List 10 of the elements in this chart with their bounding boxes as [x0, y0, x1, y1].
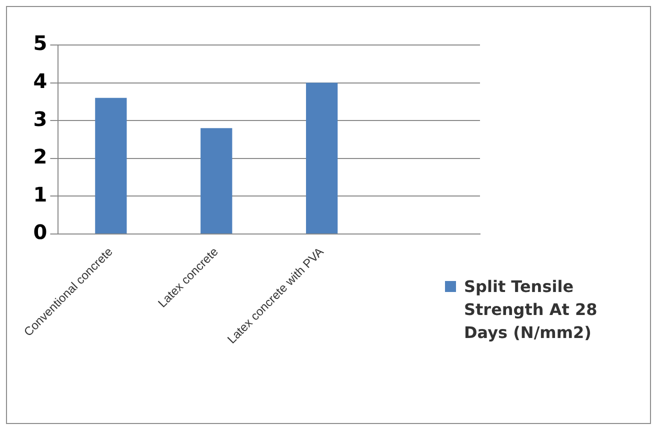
y-tick-label: 3 — [33, 106, 48, 131]
y-tick-label: 5 — [33, 31, 48, 56]
y-tick-label: 1 — [33, 182, 48, 206]
y-tick-label: 0 — [33, 220, 48, 244]
bar — [306, 82, 338, 234]
bar — [95, 98, 127, 234]
legend-label: Split Tensile Strength At 28 Days (N/mm2) — [464, 276, 598, 344]
bar — [200, 128, 232, 234]
y-tick-label: 4 — [33, 69, 48, 94]
y-tick-label: 2 — [33, 144, 48, 169]
